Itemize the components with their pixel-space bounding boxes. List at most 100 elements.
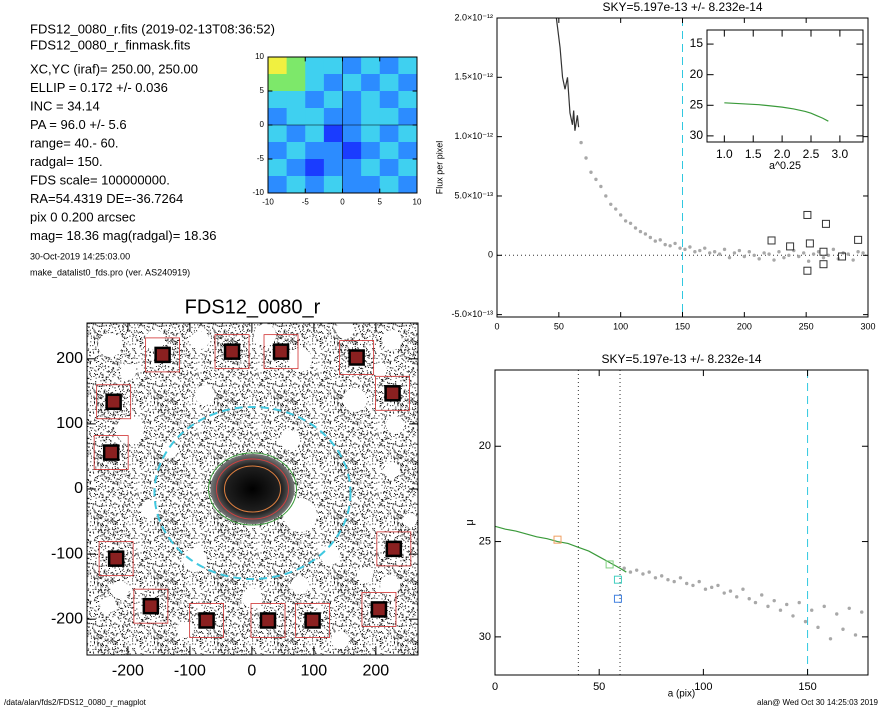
contour-cell — [268, 57, 288, 75]
contour-cell — [268, 74, 288, 92]
data-square — [553, 535, 562, 544]
data-point — [618, 213, 623, 217]
contour-cell — [379, 91, 399, 109]
contour-cell — [268, 159, 288, 177]
box-marker — [154, 346, 171, 364]
data-point — [688, 245, 692, 249]
contour-cell — [305, 91, 325, 109]
box-outline — [361, 592, 397, 627]
data-point — [648, 235, 653, 240]
contour-cell — [398, 57, 417, 75]
y-tick-label: 1.0×10⁻¹² — [454, 131, 493, 141]
data-point — [826, 253, 831, 258]
mask-blob — [242, 588, 262, 608]
box-outline — [263, 334, 299, 370]
contour-cell — [305, 57, 325, 75]
contour-cell — [342, 125, 362, 143]
data-point — [638, 229, 643, 234]
data-point — [614, 207, 618, 211]
data-point — [847, 606, 851, 610]
data-point — [747, 597, 751, 601]
info-line: pix 0 0.200 arcsec — [30, 209, 136, 224]
mask-blob — [403, 513, 417, 527]
data-point — [668, 244, 672, 248]
data-point — [821, 255, 826, 260]
contour-cell — [323, 108, 343, 126]
contour-cell — [305, 142, 325, 160]
data-point — [757, 257, 761, 261]
mask-blob — [177, 622, 193, 638]
profile-line — [724, 102, 829, 122]
data-point — [697, 579, 701, 584]
contour-cell — [361, 159, 381, 177]
data-point — [722, 247, 727, 252]
box-outline — [339, 340, 375, 375]
contour-cell — [379, 159, 399, 177]
contour-cell — [379, 125, 399, 143]
data-point — [801, 251, 806, 255]
data-square — [838, 252, 847, 261]
data-point — [787, 253, 791, 258]
data-point — [760, 593, 764, 597]
info-line: FDS12_0080_r.fits (2019-02-13T08:36:52) — [30, 21, 275, 36]
data-point — [634, 568, 639, 572]
mask-blob — [380, 575, 400, 595]
contour-cell — [361, 74, 381, 92]
y-tick-label: 0 — [488, 250, 493, 260]
info-line: range= 40.- 60. — [30, 135, 119, 150]
contour-cell — [268, 108, 288, 126]
data-point — [712, 250, 717, 254]
contour-cell — [361, 108, 381, 126]
contour-cell — [286, 176, 306, 193]
mask-blob — [336, 323, 354, 339]
mask-blob — [373, 363, 387, 377]
data-point — [685, 581, 689, 586]
x-tick-label: 50 — [554, 321, 564, 331]
contour-cell — [398, 142, 417, 160]
y-tick-label: 25 — [690, 97, 704, 111]
program: make_datalist0_fds.pro (ver. AS240919) — [30, 267, 190, 277]
data-point — [717, 252, 722, 256]
contour-cell — [361, 142, 381, 160]
data-point — [735, 595, 739, 599]
profile-line — [495, 525, 627, 573]
contour-cell — [323, 125, 343, 143]
x-tick-label: 100 — [694, 681, 712, 693]
x-axis-label: a^0.25 — [769, 160, 801, 172]
contour-cell — [379, 176, 399, 193]
y-tick-label: 15 — [690, 36, 704, 50]
contour-cell — [286, 74, 306, 92]
y-tick-label: -200 — [51, 610, 83, 627]
plot-area — [724, 102, 829, 122]
info-line: FDS12_0080_r_finmask.fits — [30, 37, 191, 52]
contour-cell — [268, 125, 288, 143]
mask-blob — [386, 416, 404, 434]
box-outline — [376, 531, 412, 567]
x-tick-label: 1.0 — [716, 147, 733, 161]
y-tick-label: -100 — [51, 545, 83, 562]
y-tick-label: 10 — [255, 52, 264, 61]
data-point — [579, 140, 583, 145]
radgal-ellipse — [153, 406, 352, 580]
data-square — [605, 560, 614, 569]
box-outline — [189, 603, 225, 638]
x-tick-label: 5 — [378, 197, 383, 206]
data-point — [811, 252, 816, 256]
data-point — [851, 258, 855, 262]
box-marker — [370, 601, 388, 618]
data-point — [691, 583, 695, 588]
box-marker — [107, 550, 125, 567]
y-tick-label: 0 — [260, 120, 265, 129]
y-tick-label: -10 — [252, 188, 264, 197]
contour-cell — [398, 108, 417, 126]
mask-blob — [183, 548, 207, 572]
x-tick-label: 2.0 — [774, 147, 791, 161]
contour-cell — [398, 176, 417, 193]
data-point — [622, 566, 626, 570]
mask-blob — [320, 545, 340, 565]
data-point — [604, 194, 608, 198]
y-tick-label: 25 — [479, 535, 491, 547]
contour-cell — [286, 57, 306, 75]
